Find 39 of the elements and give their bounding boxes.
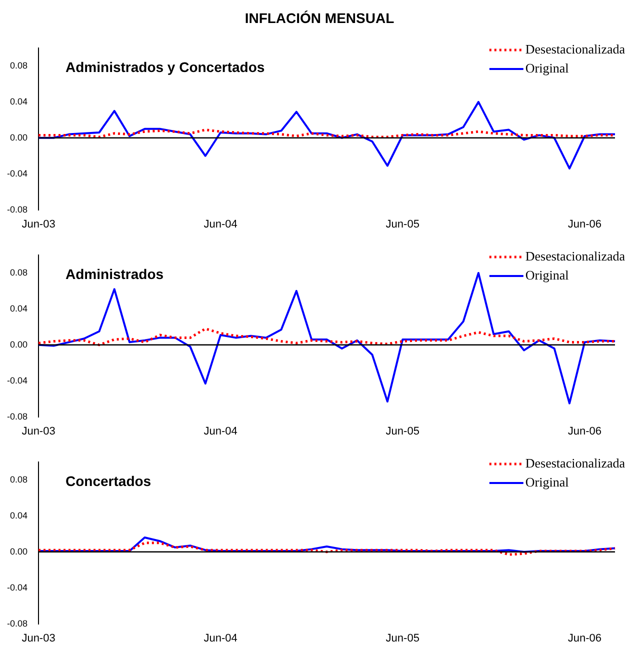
legend-label: Original xyxy=(525,474,570,490)
legend-label: Original xyxy=(525,60,570,76)
y-tick-label: 0.04 xyxy=(10,96,28,106)
x-tick-label: Jun-04 xyxy=(204,632,238,644)
y-tick-label: -0.08 xyxy=(7,618,28,628)
y-tick-label: 0.08 xyxy=(10,60,28,70)
x-tick-label: Jun-06 xyxy=(568,218,602,230)
text: INFLACIÓN MENSUAL xyxy=(244,9,396,28)
y-tick-label: -0.04 xyxy=(7,375,28,386)
y-tick-label: 0.04 xyxy=(10,510,28,520)
x-tick-label: Jun-04 xyxy=(204,425,238,438)
line-series xyxy=(37,542,616,556)
text: Administrados xyxy=(66,266,164,282)
text: Administrados y Concertados xyxy=(66,58,265,75)
y-tick-label: 0.00 xyxy=(10,339,28,350)
y-tick-label: 0.04 xyxy=(10,303,28,314)
legend-label: Desestacionalizada xyxy=(525,41,626,56)
y-tick-label: 0.00 xyxy=(10,132,28,142)
x-tick-label: Jun-06 xyxy=(568,632,602,644)
x-tick-label: Jun-03 xyxy=(22,632,56,644)
y-tick-label: 0.00 xyxy=(10,546,28,556)
x-tick-label: Jun-04 xyxy=(204,218,238,230)
legend-label: Desestacionalizada xyxy=(525,455,626,470)
x-tick-label: Jun-05 xyxy=(386,632,420,644)
x-tick-label: Jun-03 xyxy=(22,425,56,438)
legend-label: Desestacionalizada xyxy=(525,248,626,264)
y-tick-label: -0.04 xyxy=(7,168,28,178)
y-tick-label: 0.08 xyxy=(10,267,28,278)
text: Concertados xyxy=(66,472,152,489)
line-series xyxy=(37,327,616,346)
x-tick-label: Jun-06 xyxy=(568,425,602,438)
x-tick-label: Jun-03 xyxy=(22,218,56,230)
x-tick-label: Jun-05 xyxy=(386,425,420,438)
legend-label: Original xyxy=(525,267,570,282)
y-tick-label: 0.08 xyxy=(10,474,28,484)
y-tick-label: -0.08 xyxy=(7,411,28,422)
x-tick-label: Jun-05 xyxy=(386,218,420,230)
y-tick-label: -0.04 xyxy=(7,582,28,592)
y-tick-label: -0.08 xyxy=(7,204,28,214)
